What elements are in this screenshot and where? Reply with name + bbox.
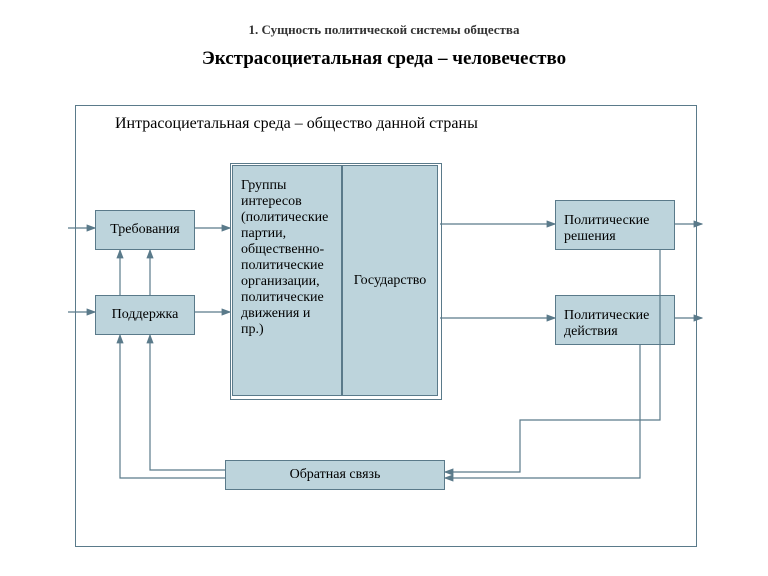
- intra-label: Интрасоциетальная среда – общество данно…: [115, 115, 478, 133]
- box-demands-text: Требования: [110, 222, 179, 238]
- box-support-text: Поддержка: [112, 307, 179, 323]
- slide-title-large: Экстрасоциетальная среда – человечество: [0, 48, 768, 70]
- box-decisions-text: Политические решения: [564, 213, 666, 245]
- box-decisions: Политические решения: [555, 200, 675, 250]
- box-groups: Группы интересов (политические партии, о…: [232, 165, 342, 396]
- box-actions: Политические действия: [555, 295, 675, 345]
- slide-title-small: 1. Сущность политической системы обществ…: [0, 22, 768, 38]
- box-actions-text: Политические действия: [564, 308, 666, 340]
- box-state-text: Государство: [354, 273, 427, 289]
- box-feedback-text: Обратная связь: [290, 467, 381, 483]
- box-demands: Требования: [95, 210, 195, 250]
- box-feedback: Обратная связь: [225, 460, 445, 490]
- box-state: Государство: [342, 165, 438, 396]
- box-support: Поддержка: [95, 295, 195, 335]
- box-groups-text: Группы интересов (политические партии, о…: [241, 178, 333, 338]
